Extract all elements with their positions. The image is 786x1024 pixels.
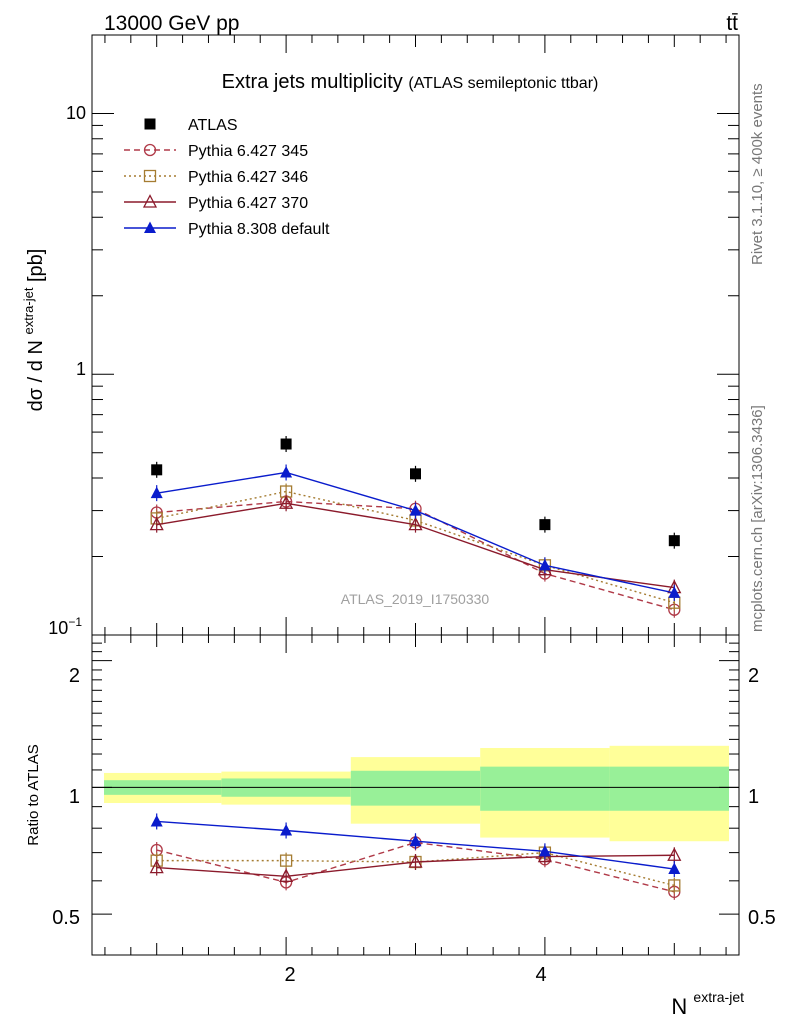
y-tick-label-1: 1 <box>76 359 86 379</box>
ratio-point-3-1 <box>280 823 293 836</box>
legend-label-1: Pythia 6.427 345 <box>188 143 308 160</box>
ratio-band-inner <box>350 770 481 806</box>
main-point-4-4 <box>668 586 681 598</box>
ratio-point-2-2 <box>408 854 423 868</box>
ratio-point-1-1 <box>279 854 293 867</box>
xlabel-sup: extra-jet <box>693 989 744 1005</box>
ratio-point-3-2 <box>409 834 422 847</box>
legend-marker-1 <box>143 143 157 157</box>
watermark: ATLAS_2019_I1750330 <box>341 591 490 607</box>
y-tick-label-10: 10 <box>66 103 86 123</box>
ratio-ylabel: Ratio to ATLAS <box>25 744 42 845</box>
ratio-frame <box>91 634 740 956</box>
main-point-3-0 <box>149 516 164 531</box>
ratio-y-tick-05-right: 0.5 <box>748 907 776 929</box>
ratio-point-2-4 <box>667 847 682 861</box>
main-point-0-2 <box>410 468 421 480</box>
ratio-point-1-4 <box>668 879 681 892</box>
ratio-y-tick-labels: 2 1 0.5 2 1 0.5 <box>52 665 776 929</box>
x-tick-labels: 2 4 <box>284 964 546 986</box>
y-tick-label-0-1-base: 10 <box>48 618 68 638</box>
main-point-4-3 <box>538 558 551 571</box>
legend-label-2: Pythia 6.427 346 <box>188 169 308 186</box>
legend-marker-4 <box>144 221 156 233</box>
main-series <box>149 436 682 618</box>
legend-marker-3 <box>142 194 158 208</box>
main-point-0-0 <box>151 464 163 476</box>
main-ylabel-sup: extra-jet <box>21 287 36 334</box>
ratio-bands <box>104 745 729 842</box>
main-point-4-0 <box>150 486 163 499</box>
main-point-3-1 <box>279 495 294 509</box>
ratio-panel: 2 1 0.5 2 1 0.5 2 4 <box>52 634 776 986</box>
main-point-0-4 <box>668 535 680 547</box>
legend: ATLAS Pythia 6.427 345 Pythia 6.427 346 Pyt… <box>124 117 330 238</box>
x-tick-label-2: 2 <box>284 964 295 986</box>
chart-title-sub: (ATLAS semileptonic ttbar) <box>408 75 598 92</box>
rivet-label: Rivet 3.1.10, ≥ 400k events <box>749 83 766 265</box>
xlabel-text: N <box>671 994 687 1019</box>
legend-marker-0 <box>144 118 156 130</box>
ratio-y-tick-2-right: 2 <box>748 665 759 687</box>
ratio-point-3-3 <box>538 844 551 857</box>
main-point-0-1 <box>280 438 292 450</box>
main-ylabel-unit: [pb] <box>25 249 47 282</box>
y-tick-label-0-1: 10−1 <box>48 615 82 638</box>
ratio-line-1 <box>156 851 675 887</box>
ratio-point-3-0 <box>150 814 163 827</box>
ratio-y-tick-1-left: 1 <box>69 786 80 808</box>
chart-title-main: Extra jets multiplicity <box>222 71 403 93</box>
legend-label-4: Pythia 8.308 default <box>188 221 330 238</box>
main-line-4 <box>156 471 675 594</box>
ratio-line-0 <box>156 841 675 893</box>
main-line-2 <box>156 490 675 604</box>
main-y-tick-labels: 10 1 10−1 <box>48 103 86 638</box>
process-label: tt̄ <box>726 12 738 35</box>
main-point-0-3 <box>539 519 551 531</box>
main-point-4-1 <box>280 465 293 478</box>
ratio-y-tick-2-left: 2 <box>69 665 80 687</box>
main-point-3-2 <box>408 516 423 531</box>
ratio-point-2-0 <box>149 859 164 874</box>
ratio-y-tick-1-right: 1 <box>748 786 759 808</box>
main-panel: ATLAS_2019_I1750330 10 1 10−1 ATLASPythi… <box>48 34 740 638</box>
ratio-point-3-4 <box>668 862 681 875</box>
xlabel: N extra-jet <box>671 989 744 1019</box>
ratio-band-inner <box>480 766 610 811</box>
legend-label-3: Pythia 6.427 370 <box>188 195 308 212</box>
ratio-point-2-1 <box>279 868 294 882</box>
ratio-y-tick-05-left: 0.5 <box>52 907 80 929</box>
y-tick-label-0-1-exp: −1 <box>68 615 82 629</box>
ratio-band-inner <box>609 766 729 811</box>
legend-marker-2 <box>143 169 157 183</box>
ratio-ticks <box>92 634 739 956</box>
energy-label: 13000 GeV pp <box>104 12 239 35</box>
main-ylabel-text: dσ / d N <box>25 340 47 411</box>
chart-title: Extra jets multiplicity (ATLAS semilepto… <box>222 71 599 93</box>
x-tick-label-4: 4 <box>535 964 546 986</box>
ratio-series <box>149 813 682 900</box>
main-ylabel: dσ / d N extra-jet [pb] <box>16 249 47 412</box>
main-point-4-2 <box>409 504 422 516</box>
legend-label-0: ATLAS <box>188 117 238 134</box>
mcplots-label: mcplots.cern.ch [arXiv:1306.3436] <box>749 405 766 632</box>
